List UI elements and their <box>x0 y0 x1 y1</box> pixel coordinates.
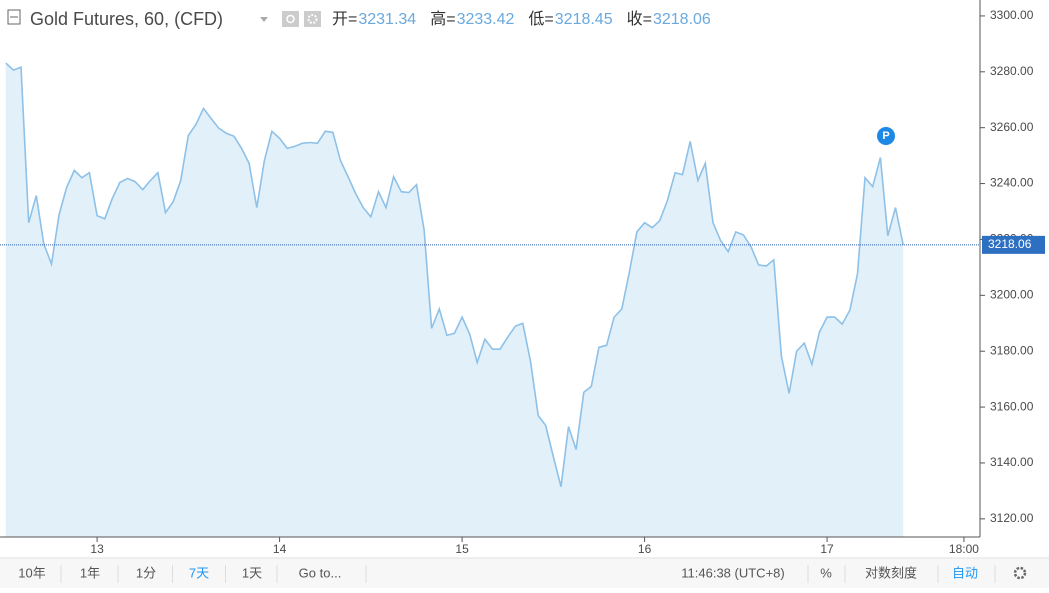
legend-label: 低= <box>528 10 553 28</box>
settings-icon-mark <box>307 14 318 24</box>
y-tick-label: 3200.00 <box>990 287 1034 301</box>
marker-p[interactable] <box>877 127 895 145</box>
legend-label: 高= <box>430 10 455 28</box>
dropdown-arrow[interactable] <box>260 17 268 22</box>
y-tick-label: 3300.00 <box>990 8 1034 22</box>
x-tick-label: 16 <box>638 542 652 556</box>
x-tick-label: 14 <box>273 542 287 556</box>
range-button[interactable]: 1天 <box>242 565 262 580</box>
goto-button[interactable]: Go to... <box>299 565 342 580</box>
clock: 11:46:38 (UTC+8) <box>681 565 784 580</box>
y-tick-label: 3280.00 <box>990 64 1034 78</box>
eye-icon-mark <box>286 14 295 24</box>
range-button[interactable]: 7天 <box>189 565 209 580</box>
collapse-icon[interactable] <box>7 9 21 25</box>
legend-value: 3233.42 <box>457 11 515 28</box>
last-price-label: 3218.06 <box>988 237 1032 251</box>
y-tick-label: 3240.00 <box>990 176 1034 190</box>
toolbar-items: Go to... 11:46:38 (UTC+8) % 对数刻度 自动 10年 1… <box>18 565 1027 583</box>
auto-button[interactable]: 自动 <box>952 565 978 580</box>
x-tick-label: 13 <box>90 542 104 556</box>
y-tick-label: 3180.00 <box>990 343 1034 357</box>
ohlc-legend: 开= 3231.34 高= 3233.42 低= 3218.45 收= 3218.06 <box>332 10 711 28</box>
x-tick-label: 15 <box>455 542 469 556</box>
legend-label: 收= <box>627 10 652 28</box>
eye-icon[interactable] <box>282 11 299 27</box>
legend-value: 3218.45 <box>555 11 613 28</box>
log-button[interactable]: 对数刻度 <box>865 565 917 580</box>
plot-area <box>5 62 904 537</box>
x-tick-label: 18:00 <box>949 542 979 556</box>
last-price-box <box>982 235 1045 254</box>
legend-value: 3231.34 <box>358 11 416 28</box>
y-tick-label: 3160.00 <box>990 399 1034 413</box>
range-button[interactable]: 1分 <box>136 565 156 580</box>
percent-button[interactable]: % <box>820 565 832 580</box>
y-tick-label: 3260.00 <box>990 120 1034 134</box>
y-tick-label: 3140.00 <box>990 455 1034 469</box>
range-button[interactable]: 1年 <box>80 565 100 580</box>
chart-title: Gold Futures, 60, (CFD) <box>30 9 223 29</box>
legend-value: 3218.06 <box>653 11 711 28</box>
toolbar <box>0 558 1049 588</box>
y-tick-label: 3120.00 <box>990 511 1034 525</box>
range-button[interactable]: 10年 <box>18 565 45 580</box>
price-line <box>5 62 904 487</box>
x-tick-label: 17 <box>820 542 834 556</box>
marker-p-letter: P <box>882 130 889 142</box>
gear-icon[interactable] <box>1013 566 1027 580</box>
area <box>5 63 904 537</box>
settings-icon[interactable] <box>304 11 321 27</box>
legend-label: 开= <box>332 11 357 28</box>
